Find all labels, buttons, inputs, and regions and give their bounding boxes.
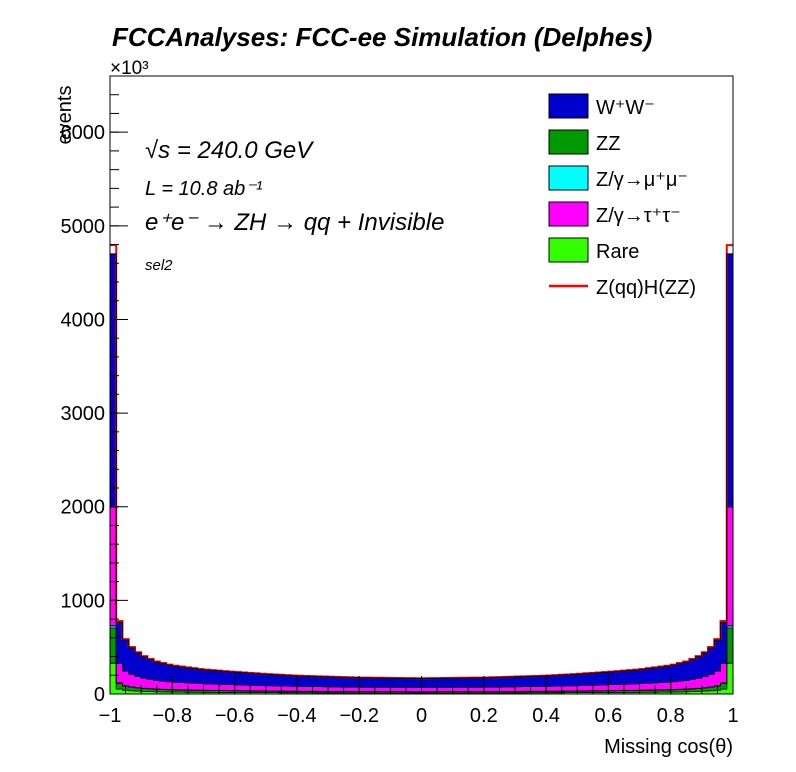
legend-item-ww: W⁺W⁻ bbox=[548, 93, 655, 119]
x-tick-label: 0.4 bbox=[532, 705, 560, 727]
legend-label: W⁺W⁻ bbox=[596, 97, 655, 119]
legend-item-rare: Rare bbox=[548, 237, 639, 263]
x-tick-label: −1 bbox=[99, 705, 122, 727]
legend-swatch bbox=[548, 93, 589, 119]
legend-swatch bbox=[548, 129, 589, 155]
legend-swatch bbox=[548, 165, 589, 191]
x-tick-label: −0.6 bbox=[215, 705, 254, 727]
legend-label: Z/γ→μ⁺μ⁻ bbox=[596, 169, 688, 191]
y-axis: 0 1000 2000 3000 4000 5000 6000 bbox=[61, 75, 128, 706]
y-tick-label: 3000 bbox=[61, 403, 106, 425]
x-tick-label: −0.8 bbox=[153, 705, 192, 727]
x-tick-label: −0.4 bbox=[277, 705, 316, 727]
y-tick-label: 6000 bbox=[61, 122, 106, 144]
legend-label: Rare bbox=[596, 241, 639, 263]
x-axis-label: Missing cos(θ) bbox=[604, 736, 733, 758]
x-tick-label: 1 bbox=[727, 705, 738, 727]
x-tick-label: −0.2 bbox=[339, 705, 378, 727]
legend-swatch bbox=[548, 237, 589, 263]
legend-label: Z(qq)H(ZZ) bbox=[596, 277, 696, 299]
legend-item-zmumu: Z/γ→μ⁺μ⁻ bbox=[548, 165, 688, 191]
y-tick-label: 5000 bbox=[61, 216, 106, 238]
x-axis: −1 −0.8 −0.6 −0.4 −0.2 0 0.2 0.4 0.6 0.8 1 bbox=[99, 676, 739, 727]
annotation-process: e⁺e⁻ → ZH → qq + Invisible bbox=[145, 209, 444, 236]
y-axis-label: events bbox=[54, 86, 76, 145]
legend-item-ztautau: Z/γ→τ⁺τ⁻ bbox=[548, 201, 681, 227]
legend: W⁺W⁻ ZZ Z/γ→μ⁺μ⁻ Z/γ→τ⁺τ⁻ Rare Z(qq)H(ZZ) bbox=[548, 93, 696, 299]
x-tick-label: 0 bbox=[416, 705, 427, 727]
y-tick-label: 2000 bbox=[61, 497, 106, 519]
y-tick-label: 1000 bbox=[61, 590, 106, 612]
chart-title: FCCAnalyses: FCC-ee Simulation (Delphes) bbox=[112, 22, 652, 52]
annotation-lumi: L = 10.8 ab⁻¹ bbox=[145, 178, 263, 200]
x-tick-label: 0.8 bbox=[657, 705, 685, 727]
legend-item-zz: ZZ bbox=[548, 129, 620, 155]
y-tick-label: 0 bbox=[94, 684, 105, 706]
y-tick-label: 4000 bbox=[61, 309, 106, 331]
x-tick-label: 0.2 bbox=[470, 705, 498, 727]
legend-item-signal: Z(qq)H(ZZ) bbox=[549, 277, 696, 299]
legend-label: Z/γ→τ⁺τ⁻ bbox=[596, 205, 681, 227]
annotation-sqrt-s: √s = 240.0 GeV bbox=[145, 137, 314, 164]
x-tick-label: 0.6 bbox=[594, 705, 622, 727]
annotation-selection: sel2 bbox=[145, 257, 173, 274]
y-multiplier-label: ×10³ bbox=[110, 58, 149, 79]
legend-swatch bbox=[548, 201, 589, 227]
legend-label: ZZ bbox=[596, 133, 620, 155]
